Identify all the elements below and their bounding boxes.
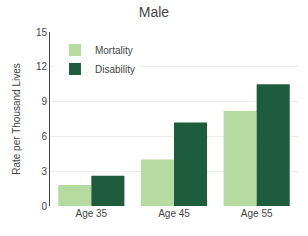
svg-text:Male: Male <box>139 4 170 20</box>
svg-text:Age 45: Age 45 <box>158 208 190 219</box>
svg-text:Mortality: Mortality <box>95 45 133 56</box>
svg-text:3: 3 <box>41 166 47 177</box>
svg-text:9: 9 <box>41 96 47 107</box>
svg-text:15: 15 <box>36 27 48 38</box>
svg-text:Age 55: Age 55 <box>241 208 273 219</box>
svg-text:6: 6 <box>41 131 47 142</box>
svg-text:0: 0 <box>41 201 47 212</box>
svg-text:12: 12 <box>36 61 48 72</box>
svg-text:Age 35: Age 35 <box>75 208 107 219</box>
svg-text:Rate per Thousand Lives: Rate per Thousand Lives <box>11 63 22 175</box>
svg-text:Disability: Disability <box>95 64 135 75</box>
